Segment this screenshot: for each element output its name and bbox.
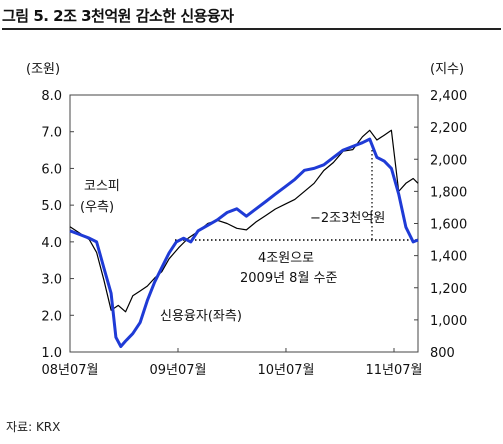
annotation-kospi-axis: (우측): [80, 200, 114, 215]
left-tick-label: 2.0: [41, 309, 62, 324]
left-axis-ticks: 8.0 7.0 6.0 5.0 4.0 3.0 2.0 1.0: [41, 89, 74, 361]
annotation-kospi: 코스피: [84, 179, 120, 194]
x-tick-label: 09년07월: [149, 363, 206, 378]
left-tick-label: 3.0: [41, 273, 62, 288]
right-axis-unit: (지수): [430, 62, 464, 77]
annotation-level-sub: 2009년 8월 수준: [240, 271, 337, 286]
right-tick-label: 1,200: [430, 282, 467, 297]
right-tick-label: 2,000: [430, 153, 467, 168]
right-tick-label: 800: [430, 346, 455, 361]
annotation-credit: 신용융자(좌측): [160, 309, 242, 324]
series-line-kospi: [69, 129, 419, 313]
x-tick-label: 10년07월: [257, 363, 314, 378]
left-tick-label: 4.0: [41, 236, 62, 251]
left-tick-label: 7.0: [41, 126, 62, 141]
right-tick-label: 2,400: [430, 89, 467, 104]
annotation-decline: −2조3천억원: [310, 211, 385, 226]
right-axis-ticks: 2,400 2,200 2,000 1,800 1,600 1,400 1,200 1,000…: [414, 89, 467, 361]
source-note: 자료: KRX: [6, 420, 61, 434]
right-tick-label: 1,800: [430, 185, 467, 200]
figure-title: 그림 5. 2조 3천억원 감소한 신용융자: [2, 4, 501, 30]
right-tick-label: 1,000: [430, 314, 467, 329]
left-axis-unit: (조원): [26, 62, 60, 77]
right-tick-label: 2,200: [430, 121, 467, 136]
right-tick-label: 1,400: [430, 250, 467, 265]
x-tick-label: 11년07월: [365, 363, 422, 378]
right-tick-label: 1,600: [430, 218, 467, 233]
left-tick-label: 8.0: [41, 89, 62, 104]
left-tick-label: 5.0: [41, 199, 62, 214]
left-tick-label: 1.0: [41, 346, 62, 361]
series-layer: [69, 129, 419, 348]
left-tick-label: 6.0: [41, 162, 62, 177]
series-line-credit-loans: [69, 137, 419, 348]
x-tick-label: 08년07월: [41, 363, 98, 378]
annotation-level: 4조원으로: [258, 251, 314, 266]
x-axis-ticks: 08년07월 09년07월 10년07월 11년07월: [41, 348, 422, 378]
